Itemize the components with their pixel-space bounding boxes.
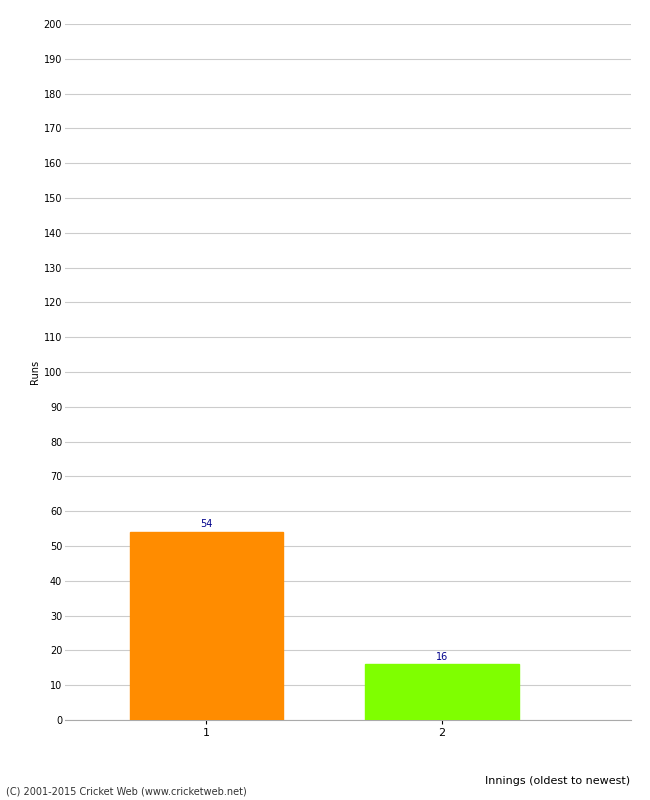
Text: 16: 16	[436, 651, 448, 662]
Text: (C) 2001-2015 Cricket Web (www.cricketweb.net): (C) 2001-2015 Cricket Web (www.cricketwe…	[6, 786, 247, 796]
Bar	[130, 532, 283, 720]
Text: Innings (oldest to newest): Innings (oldest to newest)	[486, 776, 630, 786]
Bar	[365, 664, 519, 720]
Text: 54: 54	[200, 519, 213, 530]
Y-axis label: Runs: Runs	[29, 360, 40, 384]
